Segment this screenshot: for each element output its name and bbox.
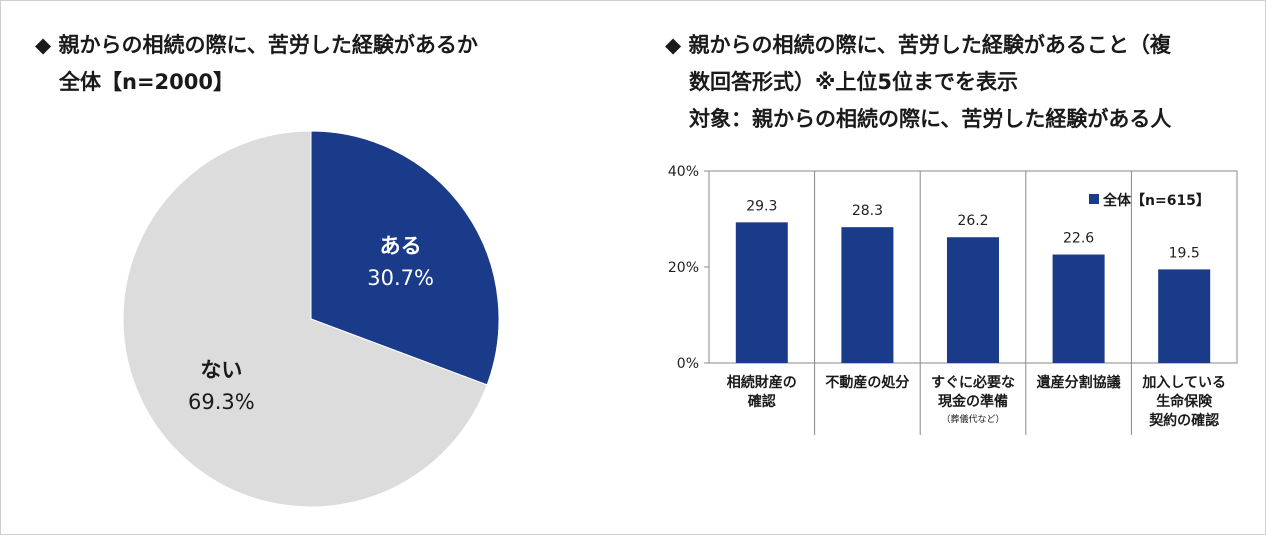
pie-title: ◆ 親からの相続の際に、苦労した経験があるか 全体【n=2000】	[35, 27, 478, 101]
bar	[841, 227, 894, 363]
bar	[735, 222, 788, 363]
pie-slice-label: ない	[200, 358, 242, 382]
bar-value-label: 19.5	[1169, 245, 1200, 261]
bar-value-label: 26.2	[957, 213, 988, 229]
category-label: （葬儀代など）	[941, 413, 1004, 425]
y-tick-label: 20%	[668, 260, 699, 276]
pie-slice	[122, 130, 488, 508]
bar-value-label: 29.3	[746, 198, 777, 214]
category-label: 相続財産の	[727, 374, 797, 391]
bar-title-line2: 数回答形式）※上位5位までを表示	[689, 70, 1019, 94]
bar	[1158, 269, 1211, 363]
category-label: 契約の確認	[1148, 412, 1219, 429]
category-label: 加入している	[1141, 375, 1226, 391]
y-tick-label: 0%	[677, 356, 699, 372]
category-label: 不動産の処分	[825, 374, 909, 391]
pie-slice-value: 69.3%	[188, 390, 255, 414]
category-label: 生命保険	[1156, 393, 1213, 410]
pie-title-line2: 全体【n=2000】	[59, 70, 234, 94]
bar	[1052, 254, 1105, 363]
pie-slice	[310, 130, 500, 386]
pie-chart: ある 30.7% ない 69.3%	[122, 130, 500, 508]
category-label: 現金の準備	[938, 393, 1008, 410]
pie-title-line1: ◆ 親からの相続の際に、苦労した経験があるか	[35, 33, 478, 57]
bar-title-line3: 対象：親からの相続の際に、苦労した経験がある人	[689, 107, 1172, 131]
bar-title: ◆ 親からの相続の際に、苦労した経験があること（複 数回答形式）※上位5位までを…	[665, 27, 1171, 138]
bar-title-line1: ◆ 親からの相続の際に、苦労した経験があること（複	[665, 33, 1171, 57]
y-tick-label: 40%	[668, 164, 699, 180]
legend-label: 全体【n=615】	[1102, 192, 1210, 209]
bar-value-label: 22.6	[1063, 231, 1094, 247]
category-label: 遺産分割協議	[1037, 374, 1121, 391]
category-label: 確認	[748, 393, 776, 410]
bar-value-label: 28.3	[852, 203, 883, 219]
legend-swatch	[1089, 194, 1099, 204]
bar	[947, 237, 999, 363]
pie-slice-value: 30.7%	[367, 266, 434, 290]
category-label: すぐに必要な	[931, 374, 1015, 391]
pie-slice-label: ある	[380, 234, 422, 258]
